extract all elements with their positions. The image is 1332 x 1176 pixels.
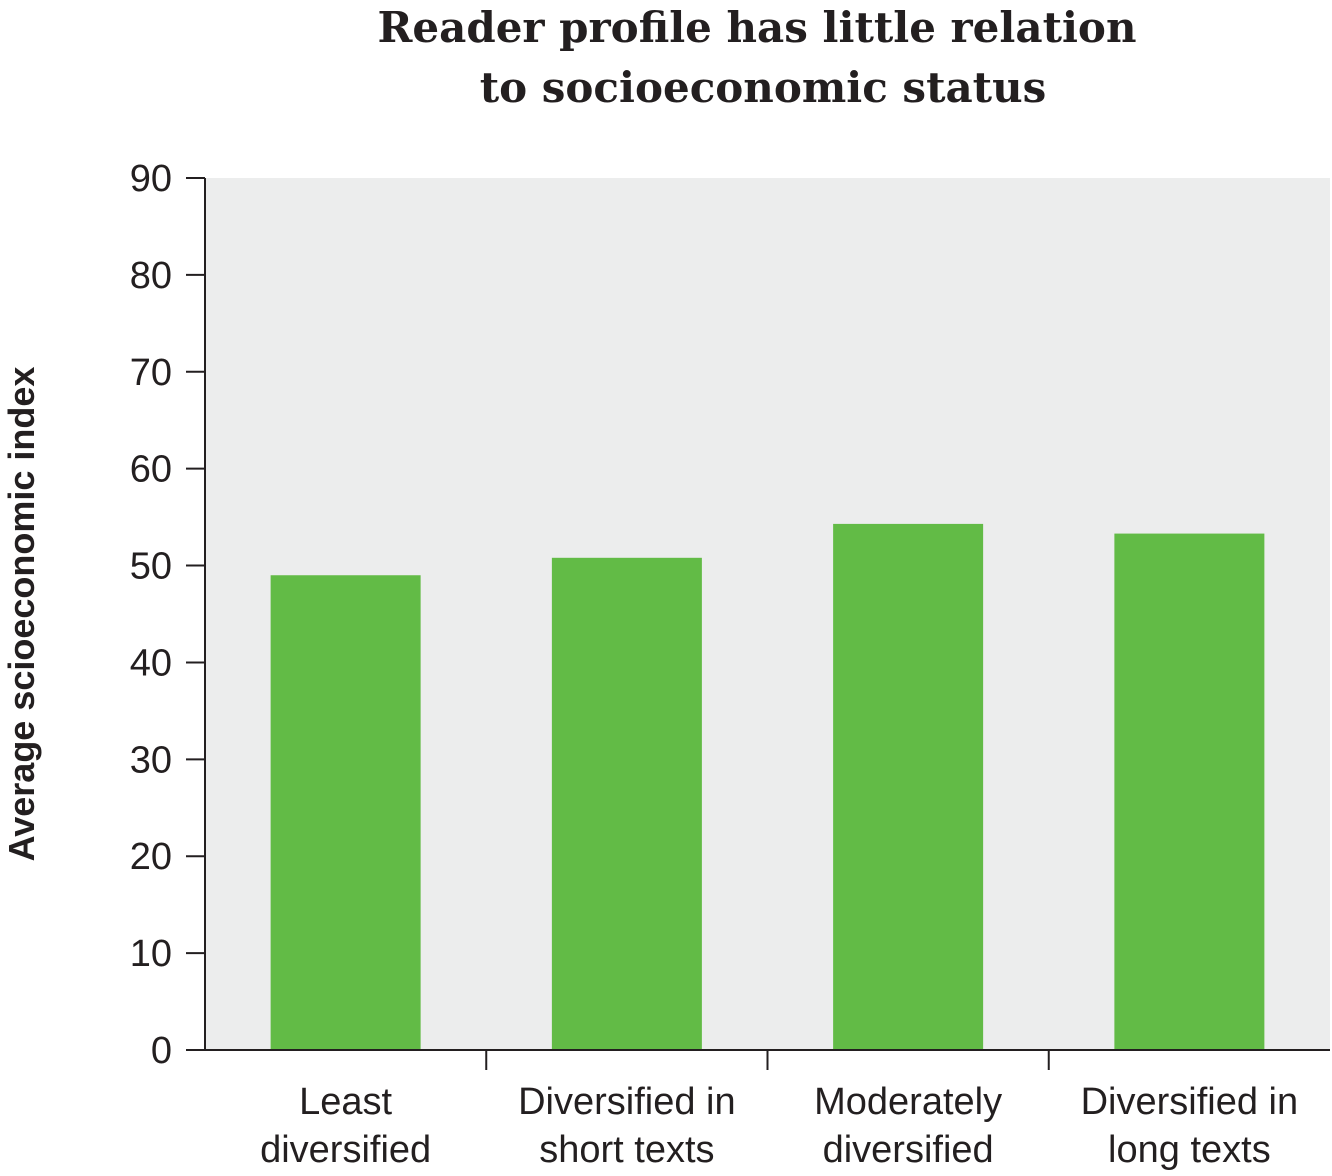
y-tick-label: 60	[130, 449, 172, 491]
y-axis-ticks: 0 10 20 30 40 50 60 70 80 90	[130, 158, 205, 1072]
x-category-label: diversified	[260, 1129, 431, 1171]
bars	[270, 523, 1265, 1050]
chart-title-line-2: to socioeconomic status	[480, 63, 1047, 112]
x-category-label: Moderately	[814, 1081, 1002, 1123]
y-tick-label: 80	[130, 255, 172, 297]
y-tick-label: 10	[130, 933, 172, 975]
y-tick-label: 0	[151, 1030, 172, 1072]
y-tick-label: 50	[130, 546, 172, 588]
chart-title: Reader profile has little relation to so…	[378, 3, 1137, 112]
x-category-label: Diversified in	[518, 1081, 736, 1123]
bar	[551, 557, 702, 1050]
x-axis-labels: Least diversified Diversified in short text…	[260, 1081, 1298, 1171]
bar	[1114, 533, 1265, 1050]
x-category-label: long texts	[1108, 1129, 1271, 1171]
x-category-label: Least	[299, 1081, 392, 1123]
y-tick-label: 30	[130, 739, 172, 781]
y-tick-label: 20	[130, 836, 172, 878]
x-axis-dividers	[485, 1050, 1050, 1070]
bar	[270, 575, 421, 1050]
chart-title-line-1: Reader profile has little relation	[378, 3, 1137, 52]
x-category-label: diversified	[823, 1129, 994, 1171]
y-axis-label: Average scioeconomic index	[1, 367, 42, 862]
y-tick-label: 90	[130, 158, 172, 200]
bar	[833, 523, 984, 1050]
x-category-label: short texts	[539, 1129, 714, 1171]
y-tick-label: 70	[130, 352, 172, 394]
y-tick-label: 40	[130, 642, 172, 684]
x-category-label: Diversified in	[1081, 1081, 1299, 1123]
